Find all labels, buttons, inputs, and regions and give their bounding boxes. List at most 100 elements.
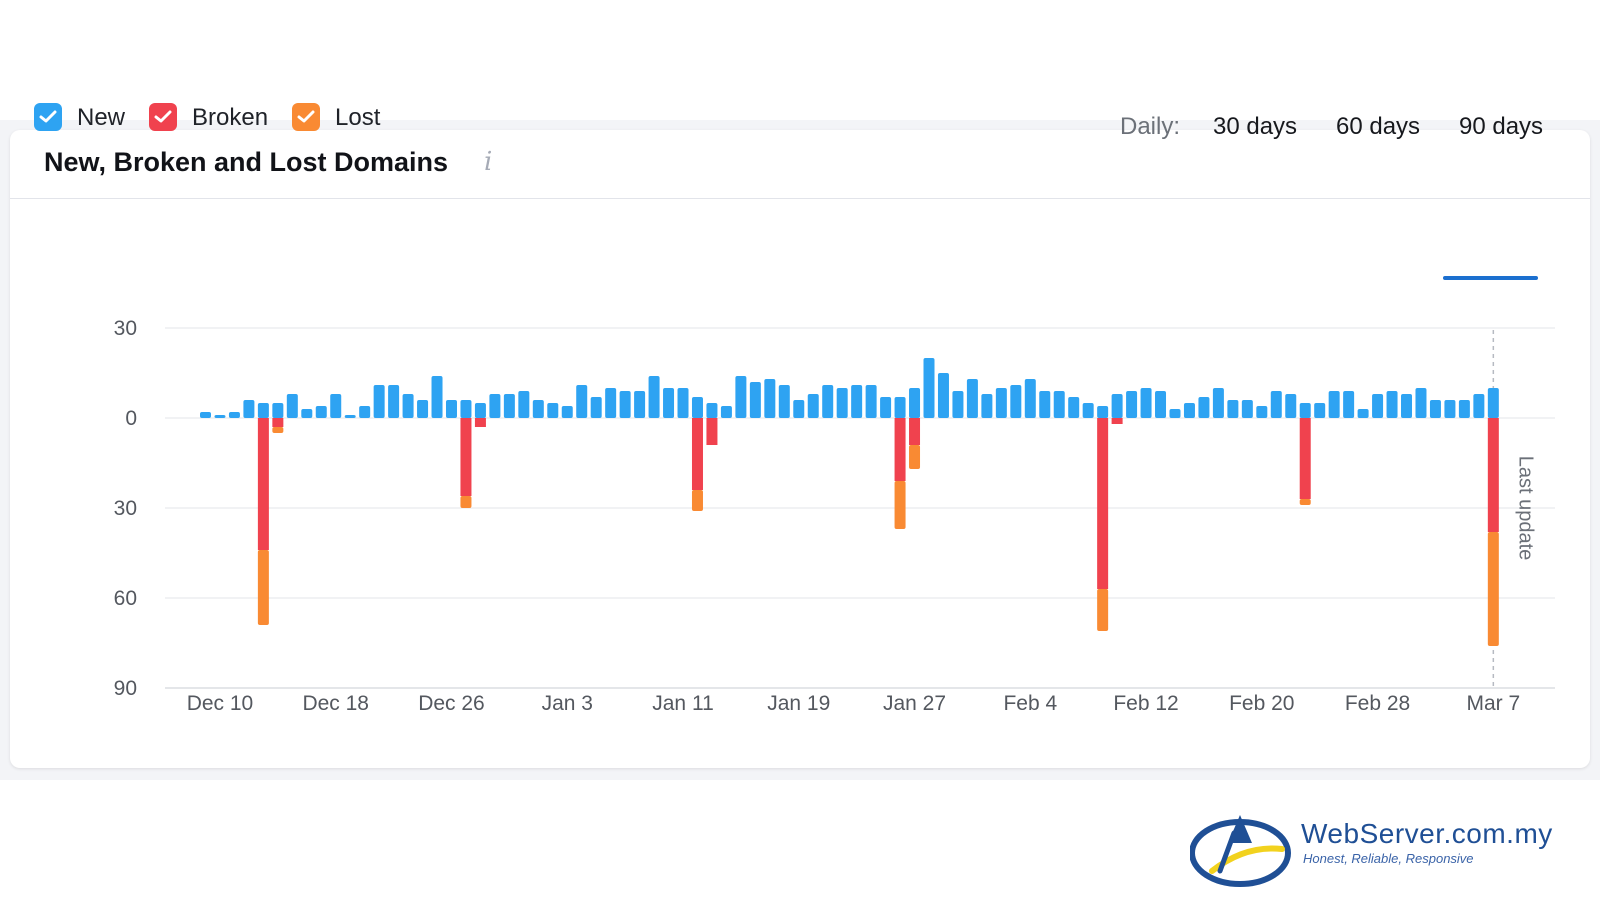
- bar-broken: [1097, 418, 1109, 589]
- domains-widget: New, Broken and Lost Domains i: [10, 130, 1590, 768]
- bar-new: [1024, 379, 1036, 418]
- tab-60-days[interactable]: 60 days: [1336, 113, 1421, 140]
- y-tick-label: 0: [125, 407, 137, 430]
- bar-new: [1227, 400, 1239, 418]
- x-tick-label: Feb 20: [1229, 692, 1294, 715]
- bar-new: [677, 388, 689, 418]
- check-icon: [154, 110, 172, 123]
- checkbox-lost[interactable]: [292, 103, 320, 131]
- bar-new: [1357, 409, 1369, 418]
- bar-new: [576, 385, 588, 418]
- bar-new: [807, 394, 819, 418]
- bar-broken: [706, 418, 718, 445]
- bar-new: [1444, 400, 1456, 418]
- bar-new: [634, 391, 646, 418]
- bar-new: [547, 403, 559, 418]
- tab-90-days[interactable]: 90 days: [1459, 113, 1544, 140]
- bar-new: [995, 388, 1007, 418]
- bar-new: [706, 403, 718, 418]
- bar-new: [966, 379, 978, 418]
- bar-new: [1401, 394, 1413, 418]
- bar-new: [257, 403, 269, 418]
- bar-new: [1487, 388, 1499, 418]
- bar-lost: [894, 481, 906, 529]
- bar-new: [402, 394, 414, 418]
- bar-new: [1473, 394, 1485, 418]
- bar-new: [1386, 391, 1398, 418]
- selected-tab-underline: [1443, 276, 1538, 280]
- bar-new: [214, 415, 226, 418]
- bar-new: [1183, 403, 1195, 418]
- bar-new: [1097, 406, 1109, 418]
- x-tick-label: Dec 18: [302, 692, 369, 715]
- x-tick-label: Dec 10: [187, 692, 254, 715]
- bar-new: [344, 415, 356, 418]
- bar-new: [1039, 391, 1051, 418]
- widget-header: New, Broken and Lost Domains i: [10, 130, 1590, 199]
- bar-new: [286, 394, 298, 418]
- checkbox-broken[interactable]: [149, 103, 177, 131]
- bar-new: [373, 385, 385, 418]
- bar-lost: [909, 445, 921, 469]
- bar-new: [749, 382, 761, 418]
- bar-new: [735, 376, 747, 418]
- range-label: Daily:: [1120, 113, 1181, 140]
- bar-new: [822, 385, 834, 418]
- bar-new: [1198, 397, 1210, 418]
- bar-new: [1082, 403, 1094, 418]
- bar-new: [1285, 394, 1297, 418]
- bar-new: [880, 397, 892, 418]
- bar-broken: [691, 418, 703, 490]
- bar-new: [417, 400, 429, 418]
- bar-broken: [272, 418, 284, 427]
- bar-new: [1169, 409, 1181, 418]
- bar-new: [301, 409, 313, 418]
- x-tick-label: Jan 27: [883, 692, 946, 715]
- bar-new: [1299, 403, 1311, 418]
- bar-new: [1155, 391, 1167, 418]
- x-tick-label: Jan 19: [767, 692, 830, 715]
- x-tick-label: Jan 11: [652, 692, 714, 715]
- bar-new: [952, 391, 964, 418]
- bar-new: [1126, 391, 1138, 418]
- bar-broken: [460, 418, 472, 496]
- bar-broken: [1487, 418, 1499, 532]
- bar-new: [431, 376, 443, 418]
- bar-new: [590, 397, 602, 418]
- bar-new: [778, 385, 790, 418]
- bar-new: [923, 358, 935, 418]
- x-tick-label: Feb 4: [1003, 692, 1057, 715]
- bar-new: [359, 406, 371, 418]
- logo-wordmark: WebServer.com.my: [1301, 818, 1553, 849]
- y-tick-label: 60: [114, 587, 137, 610]
- bar-new: [1241, 400, 1253, 418]
- last-update-label: Last update: [1514, 456, 1536, 561]
- bar-broken: [474, 418, 486, 427]
- bar-new: [720, 406, 732, 418]
- info-icon[interactable]: i: [484, 147, 493, 177]
- bar-new: [474, 403, 486, 418]
- bar-lost: [257, 550, 269, 625]
- bar-new: [388, 385, 400, 418]
- bar-broken: [1299, 418, 1311, 499]
- tab-30-days[interactable]: 30 days: [1213, 113, 1298, 140]
- bar-new: [1010, 385, 1022, 418]
- bar-lost: [460, 496, 472, 508]
- bar-new: [691, 397, 703, 418]
- y-tick-label: 30: [114, 497, 137, 520]
- bar-new: [865, 385, 877, 418]
- bar-new: [937, 373, 949, 418]
- bar-new: [1314, 403, 1326, 418]
- checkbox-new[interactable]: [34, 103, 62, 131]
- bar-new: [648, 376, 660, 418]
- bar-new: [836, 388, 848, 418]
- bar-new: [1256, 406, 1268, 418]
- bar-new: [243, 400, 255, 418]
- bar-lost: [691, 490, 703, 511]
- bar-new: [503, 394, 515, 418]
- y-tick-label: 90: [114, 677, 137, 700]
- bar-new: [1458, 400, 1470, 418]
- legend-label-broken: Broken: [192, 104, 269, 131]
- bar-new: [1328, 391, 1340, 418]
- bar-new: [619, 391, 631, 418]
